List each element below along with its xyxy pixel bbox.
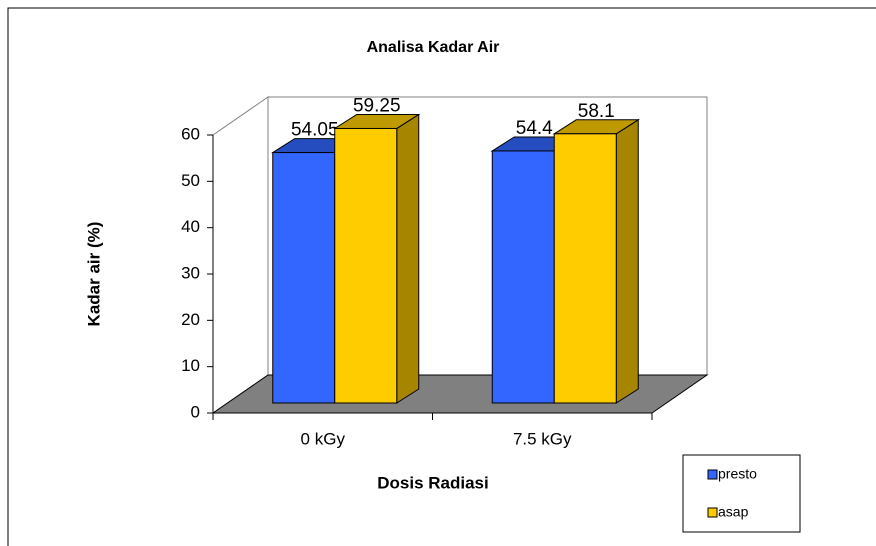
chart-frame <box>7 7 876 546</box>
bar <box>553 133 617 404</box>
x-tick-label: 7.5 kGy <box>513 429 572 448</box>
value-label: 54.05 <box>291 120 339 141</box>
bar-side <box>615 118 639 404</box>
legend-swatch <box>707 469 718 480</box>
y-axis-label: Kadar air (%) <box>84 222 103 327</box>
bar <box>334 127 398 404</box>
y-tick-label: 10 <box>181 356 200 375</box>
side-wall <box>212 96 269 414</box>
bar-side <box>396 113 420 404</box>
bar <box>272 152 336 404</box>
y-tick-label: 0 <box>191 402 200 421</box>
legend <box>682 454 801 533</box>
x-axis-label: Dosis Radiasi <box>377 473 489 492</box>
y-tick-label: 60 <box>181 124 200 143</box>
value-label: 54.4 <box>516 118 553 139</box>
y-tick-label: 20 <box>181 310 200 329</box>
legend-swatch <box>707 507 718 518</box>
y-tick-label: 40 <box>181 217 200 236</box>
legend-label: presto <box>718 466 757 482</box>
x-tick-label: 0 kGy <box>301 429 346 448</box>
y-tick-label: 50 <box>181 171 200 190</box>
chart-title: Analisa Kadar Air <box>367 39 500 56</box>
value-label: 58.1 <box>578 101 615 122</box>
y-tick-label: 30 <box>181 263 200 282</box>
bar <box>491 150 555 404</box>
legend-label: asap <box>718 504 749 520</box>
value-label: 59.25 <box>353 95 401 116</box>
